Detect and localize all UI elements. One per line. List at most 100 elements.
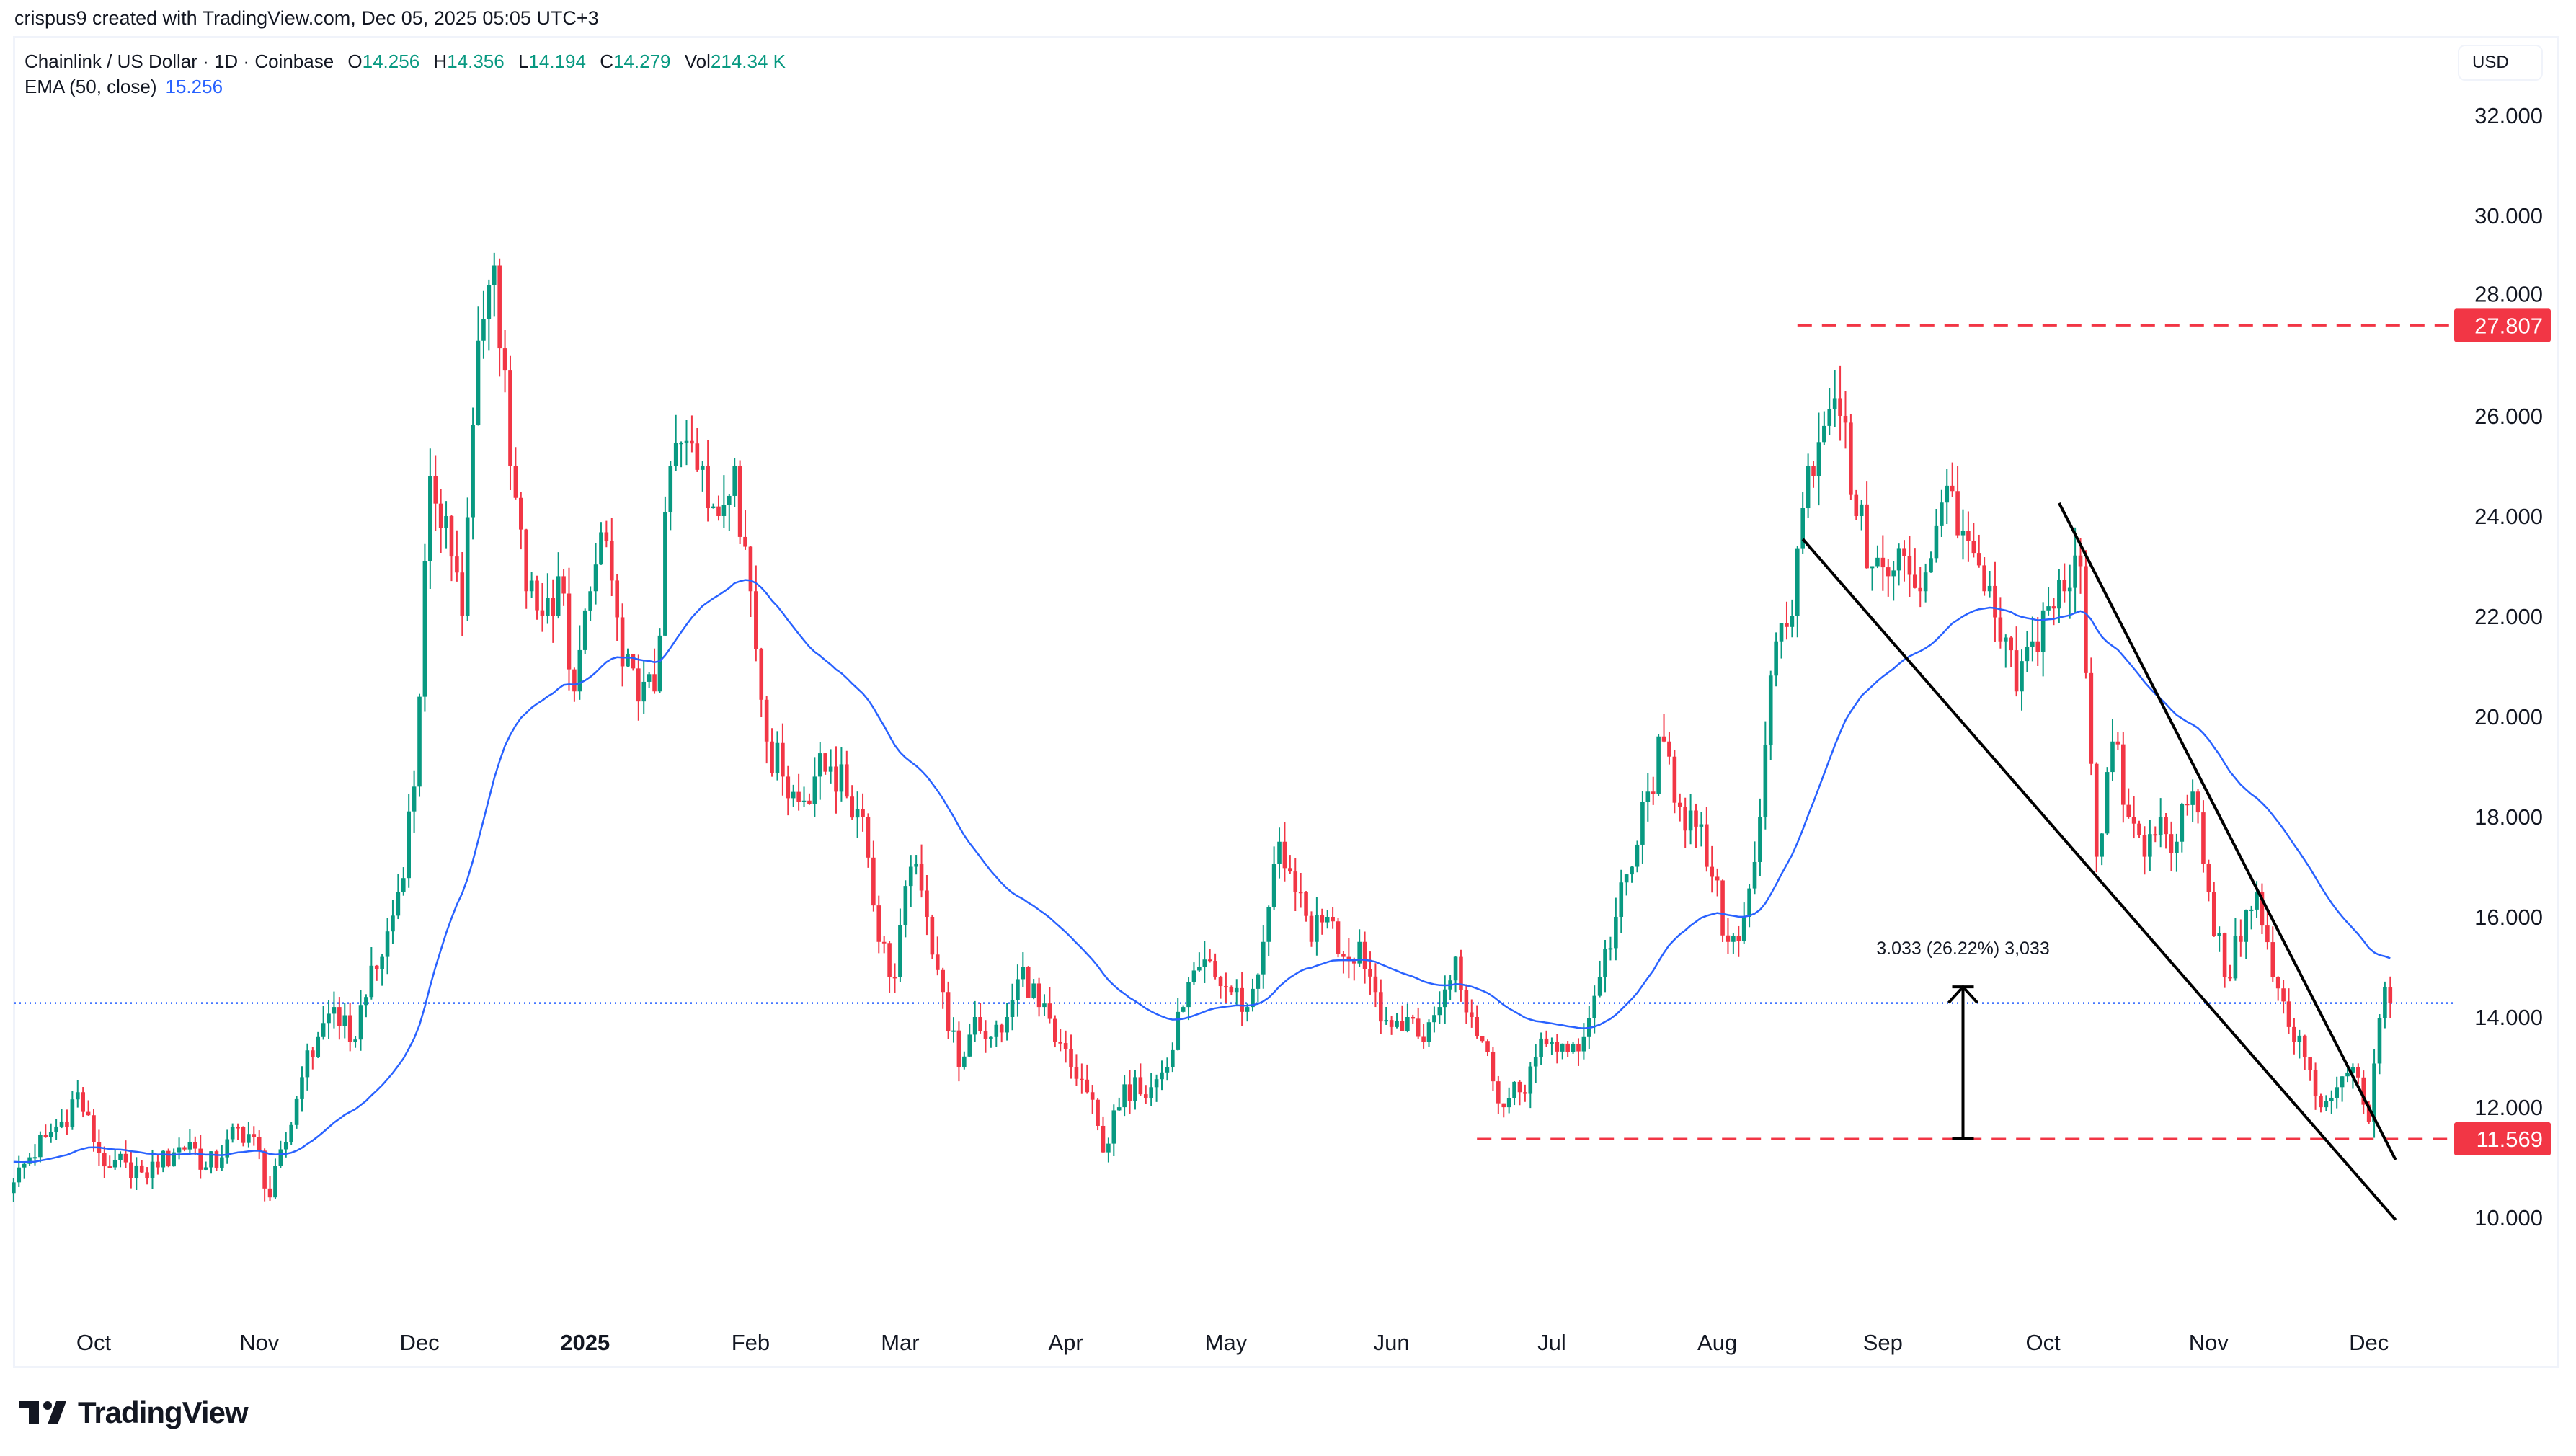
candle-body — [1063, 1043, 1068, 1049]
candle-body — [2292, 1026, 2296, 1042]
candle-body — [2100, 833, 2104, 857]
candle-body — [145, 1172, 149, 1178]
ema-label[interactable]: EMA (50, close) — [25, 76, 157, 97]
candle-body — [257, 1137, 262, 1151]
candle-body — [1694, 810, 1698, 827]
candle-body — [396, 892, 401, 916]
candle-body — [1576, 1043, 1581, 1052]
candle-body — [2094, 763, 2099, 857]
candle-body — [1240, 987, 1244, 1012]
candle-body — [1790, 616, 1795, 627]
price-tick-label: 18.000 — [2474, 804, 2543, 830]
candle-body — [1202, 959, 1207, 967]
candle-body — [2244, 910, 2249, 942]
symbol-title[interactable]: Chainlink / US Dollar · 1D · Coinbase — [25, 50, 334, 72]
candle-body — [1416, 1018, 1421, 1037]
candle-body — [1758, 817, 1762, 862]
currency-button[interactable]: USD — [2458, 45, 2543, 81]
candle-body — [502, 348, 507, 371]
candle-body — [1282, 841, 1287, 869]
candle-body — [641, 681, 647, 702]
candle-body — [1651, 791, 1656, 794]
candle-body — [1362, 941, 1367, 969]
candle-body — [1571, 1043, 1576, 1052]
candle-body — [2308, 1057, 2312, 1070]
candle-body — [1539, 1038, 1543, 1057]
candle-body — [1320, 915, 1325, 923]
close-label: C — [600, 50, 613, 72]
candle-body — [230, 1127, 235, 1140]
candle-body — [1491, 1052, 1496, 1082]
tradingview-logo[interactable]: TradingView — [19, 1395, 249, 1430]
candle-body — [615, 580, 619, 618]
candle-body — [1832, 398, 1837, 410]
candle-body — [737, 466, 742, 537]
time-axis[interactable]: Oct Nov Dec 2025 Feb Mar Apr May Jun Jul Aug Sep Oct… — [76, 1330, 2389, 1355]
candle-body — [861, 809, 865, 817]
candle-body — [508, 370, 512, 466]
candle-body — [444, 516, 448, 528]
candle-body — [711, 506, 716, 509]
candle-body — [1501, 1103, 1506, 1108]
candle-body — [1379, 992, 1383, 1022]
candle-body — [2110, 741, 2115, 773]
candle-body — [1929, 558, 1933, 573]
candle-body — [845, 764, 849, 797]
candle-body — [1005, 1017, 1009, 1033]
candle-body — [2195, 791, 2200, 813]
candle-body — [236, 1127, 240, 1129]
candle-body — [433, 476, 438, 504]
time-tick-label: Nov — [239, 1330, 280, 1355]
candle-body — [1122, 1084, 1127, 1108]
candle-body — [118, 1153, 123, 1160]
candle-body — [609, 541, 614, 581]
candle-body — [1800, 508, 1805, 549]
candle-body — [925, 890, 929, 917]
candle-body — [401, 878, 406, 892]
candle-body — [668, 466, 673, 512]
candle-body — [546, 598, 550, 616]
candle-body — [455, 556, 459, 573]
candle-body — [823, 753, 827, 772]
candle-body — [941, 969, 945, 993]
candle-body — [1325, 917, 1330, 923]
candle-body — [1384, 1020, 1389, 1022]
candle-body — [519, 497, 523, 530]
candle-body — [1197, 967, 1202, 971]
candle-body — [1373, 976, 1378, 993]
candle-body — [914, 864, 918, 867]
price-axis[interactable]: 10.000 12.000 14.000 16.000 18.000 20.000 22.0… — [2454, 103, 2551, 1230]
candle-body — [1266, 907, 1271, 942]
legend-symbol-row: Chainlink / US Dollar · 1D · Coinbase O1… — [25, 49, 786, 74]
candle-body — [156, 1161, 160, 1168]
low-value: 14.194 — [528, 50, 586, 72]
candle-body — [364, 997, 368, 1006]
candle-body — [593, 564, 598, 592]
price-tick-label: 30.000 — [2474, 203, 2543, 228]
candle-body — [1181, 1007, 1186, 1012]
candle-body — [881, 941, 887, 944]
candle-body — [1053, 1018, 1057, 1042]
candle-body — [43, 1135, 48, 1137]
candle-body — [2313, 1070, 2318, 1096]
candle-body — [2361, 1077, 2366, 1105]
candle-body — [1512, 1081, 1516, 1098]
candle-body — [1010, 1000, 1015, 1017]
candle-body — [2260, 892, 2265, 926]
candle-body — [1400, 1021, 1405, 1031]
candle-body — [1923, 572, 1928, 592]
candle-body — [2228, 977, 2232, 979]
low-label: L — [518, 50, 529, 72]
candle-body — [1656, 736, 1661, 794]
candle-body — [1165, 1067, 1170, 1073]
candle-body — [962, 1056, 967, 1067]
candle-body — [2014, 650, 2019, 692]
candle-body — [1036, 983, 1041, 1008]
candle-body — [1389, 1020, 1394, 1027]
candle-body — [1752, 861, 1757, 889]
candle-body — [2089, 672, 2094, 764]
candle-body — [305, 1050, 310, 1078]
candle-body — [732, 466, 737, 496]
candle-body — [1635, 844, 1640, 867]
